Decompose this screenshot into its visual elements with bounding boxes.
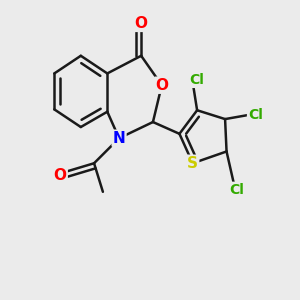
Text: O: O (155, 78, 168, 93)
Text: O: O (54, 168, 67, 183)
Text: N: N (113, 131, 125, 146)
Text: Cl: Cl (189, 73, 204, 87)
Text: Cl: Cl (230, 183, 244, 197)
Text: Cl: Cl (248, 108, 263, 122)
Text: S: S (187, 156, 198, 171)
Text: O: O (135, 16, 148, 31)
